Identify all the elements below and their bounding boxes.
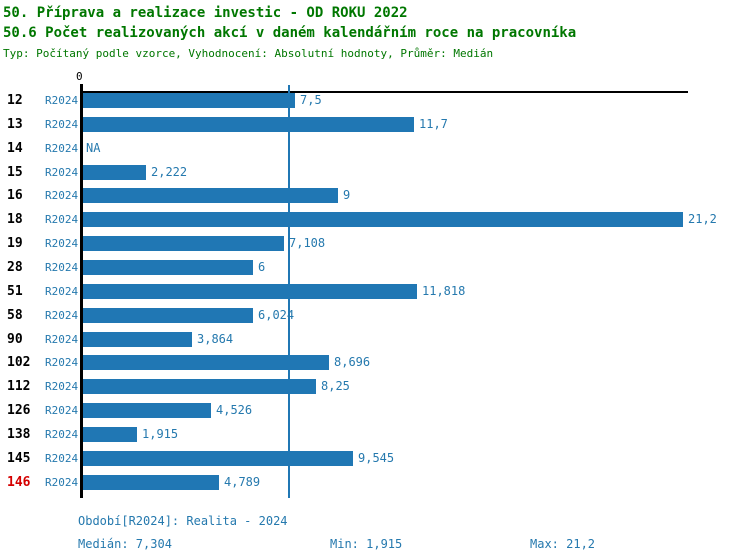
row-category-label: 146: [7, 475, 31, 490]
bar-value-label: 6: [258, 260, 266, 274]
bar-value-label: NA: [86, 141, 101, 155]
chart-row-15: 15 R2024 2,222: [0, 165, 750, 180]
row-category-label: 18: [7, 212, 23, 227]
row-category-label: 102: [7, 355, 31, 370]
row-series-label: R2024: [45, 380, 79, 393]
row-series-label: R2024: [45, 309, 79, 322]
bar-value-label: 8,25: [321, 379, 350, 393]
row-series-label: R2024: [45, 476, 79, 489]
chart-row-90: 90 R2024 3,864: [0, 332, 750, 347]
bar-138: [83, 427, 137, 442]
row-series-label: R2024: [45, 261, 79, 274]
bar-146: [83, 475, 219, 490]
row-series-label: R2024: [45, 333, 79, 346]
chart-row-28: 28 R2024 6: [0, 260, 750, 275]
bar-value-label: 1,915: [142, 427, 179, 441]
row-series-label: R2024: [45, 94, 79, 107]
row-series-label: R2024: [45, 452, 79, 465]
row-series-label: R2024: [45, 118, 79, 131]
chart-row-18: 18 R2024 21,2: [0, 212, 750, 227]
row-category-label: 138: [7, 427, 31, 442]
bar-value-label: 4,526: [216, 403, 253, 417]
bar-102: [83, 355, 329, 370]
bar-90: [83, 332, 192, 347]
row-series-label: R2024: [45, 285, 79, 298]
bar-value-label: 7,5: [300, 93, 322, 107]
y-axis-line: [80, 84, 83, 498]
chart-row-112: 112 R2024 8,25: [0, 379, 750, 394]
bar-value-label: 9: [343, 188, 351, 202]
x-axis-zero-label: 0: [76, 70, 83, 83]
chart-row-102: 102 R2024 8,696: [0, 355, 750, 370]
row-category-label: 12: [7, 93, 23, 108]
bar-value-label: 21,2: [688, 212, 717, 226]
row-series-label: R2024: [45, 213, 79, 226]
row-series-label: R2024: [45, 356, 79, 369]
bar-value-label: 9,545: [358, 451, 395, 465]
bar-19: [83, 236, 284, 251]
bar-13: [83, 117, 414, 132]
footer-median-label: Medián: 7,304: [78, 537, 172, 551]
chart-row-58: 58 R2024 6,024: [0, 308, 750, 323]
chart-row-16: 16 R2024 9: [0, 188, 750, 203]
chart-row-138: 138 R2024 1,915: [0, 427, 750, 442]
bar-value-label: 6,024: [258, 308, 295, 322]
chart-row-126: 126 R2024 4,526: [0, 403, 750, 418]
bar-value-label: 3,864: [197, 332, 234, 346]
bar-112: [83, 379, 316, 394]
row-series-label: R2024: [45, 237, 79, 250]
row-series-label: R2024: [45, 189, 79, 202]
row-series-label: R2024: [45, 142, 79, 155]
bar-value-label: 7,108: [289, 236, 326, 250]
bar-58: [83, 308, 253, 323]
row-category-label: 145: [7, 451, 31, 466]
bar-value-label: 11,7: [419, 117, 448, 131]
bar-value-label: 8,696: [334, 355, 371, 369]
bar-15: [83, 165, 146, 180]
footer-period-label: Období[R2024]: Realita - 2024: [78, 514, 288, 528]
bar-value-label: 2,222: [151, 165, 188, 179]
row-category-label: 14: [7, 141, 23, 156]
row-category-label: 16: [7, 188, 23, 203]
row-series-label: R2024: [45, 404, 79, 417]
row-category-label: 15: [7, 165, 23, 180]
chart-top-border: [80, 91, 688, 93]
row-category-label: 51: [7, 284, 23, 299]
bar-126: [83, 403, 211, 418]
row-category-label: 28: [7, 260, 23, 275]
row-category-label: 90: [7, 332, 23, 347]
bar-12: [83, 93, 295, 108]
bar-145: [83, 451, 353, 466]
chart-subtitle: Typ: Počítaný podle vzorce, Vyhodnocení:…: [3, 47, 494, 60]
bar-value-label: 4,789: [224, 475, 261, 489]
bar-16: [83, 188, 338, 203]
row-series-label: R2024: [45, 166, 79, 179]
row-category-label: 13: [7, 117, 23, 132]
bar-value-label: 11,818: [422, 284, 466, 298]
bar-18: [83, 212, 683, 227]
chart-title-line1: 50. Příprava a realizace investic - OD R…: [3, 5, 408, 21]
row-category-label: 126: [7, 403, 31, 418]
footer-max-label: Max: 21,2: [530, 537, 596, 551]
chart-row-19: 19 R2024 7,108: [0, 236, 750, 251]
bar-28: [83, 260, 253, 275]
chart-row-146: 146 R2024 4,789: [0, 475, 750, 490]
chart-title-line2: 50.6 Počet realizovaných akcí v daném ka…: [3, 25, 577, 41]
row-category-label: 112: [7, 379, 31, 394]
bar-51: [83, 284, 417, 299]
footer-min-label: Min: 1,915: [330, 537, 403, 551]
chart-row-13: 13 R2024 11,7: [0, 117, 750, 132]
row-category-label: 58: [7, 308, 23, 323]
chart-row-145: 145 R2024 9,545: [0, 451, 750, 466]
row-series-label: R2024: [45, 428, 79, 441]
chart-row-51: 51 R2024 11,818: [0, 284, 750, 299]
chart-row-12: 12 R2024 7,5: [0, 93, 750, 108]
row-category-label: 19: [7, 236, 23, 251]
chart-row-14: 14 R2024 NA: [0, 141, 750, 156]
